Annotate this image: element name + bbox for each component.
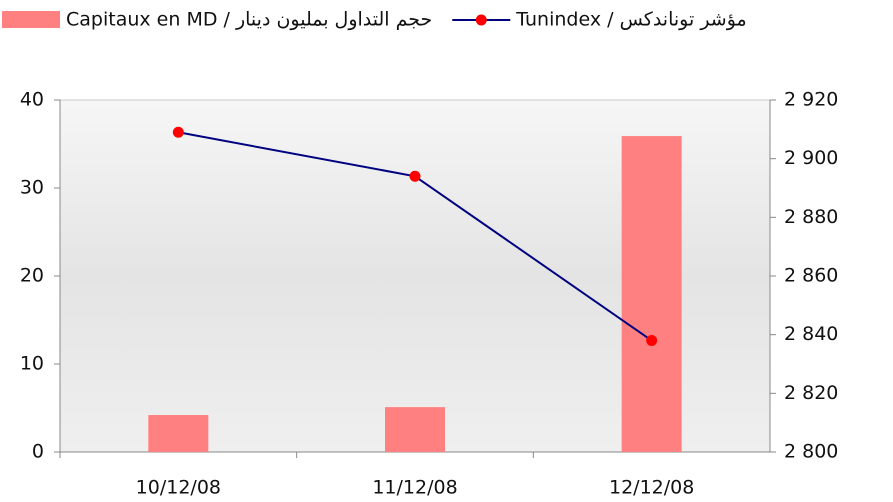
y2-tick-label: 2 860 (784, 265, 838, 287)
x-tick-label: 12/12/08 (609, 477, 694, 499)
y2-tick-label: 2 900 (784, 147, 838, 169)
bar (148, 415, 208, 452)
x-tick-label: 10/12/08 (136, 477, 221, 499)
y2-tick-label: 2 820 (784, 382, 838, 404)
chart: 0 10 20 30 40 2 800 2 820 2 840 2 860 2 880 2 900 2… (0, 0, 893, 502)
marker (646, 335, 657, 346)
page: {"chart_data": {"type": "bar-line", "cat… (0, 0, 893, 502)
x-tick-label: 11/12/08 (372, 477, 457, 499)
y-tick-label: 0 (32, 441, 44, 463)
legend-label: Tunindex / مؤشر توناندكس (515, 9, 746, 31)
marker (173, 127, 184, 138)
y-tick-label: 30 (20, 177, 44, 199)
legend-label: Capitaux en MD / حجم التداول بمليون دينا… (66, 9, 432, 31)
legend-swatch (2, 11, 60, 28)
y-tick-label: 20 (20, 265, 44, 287)
y2-tick-label: 2 880 (784, 206, 838, 228)
bar (622, 136, 682, 452)
y2-tick-label: 2 920 (784, 89, 838, 111)
marker (410, 171, 421, 182)
bar (385, 407, 445, 452)
y-tick-label: 10 (20, 353, 44, 375)
y-tick-label: 40 (20, 89, 44, 111)
y2-tick-label: 2 800 (784, 441, 838, 463)
legend-marker (476, 15, 487, 26)
y2-tick-label: 2 840 (784, 323, 838, 345)
